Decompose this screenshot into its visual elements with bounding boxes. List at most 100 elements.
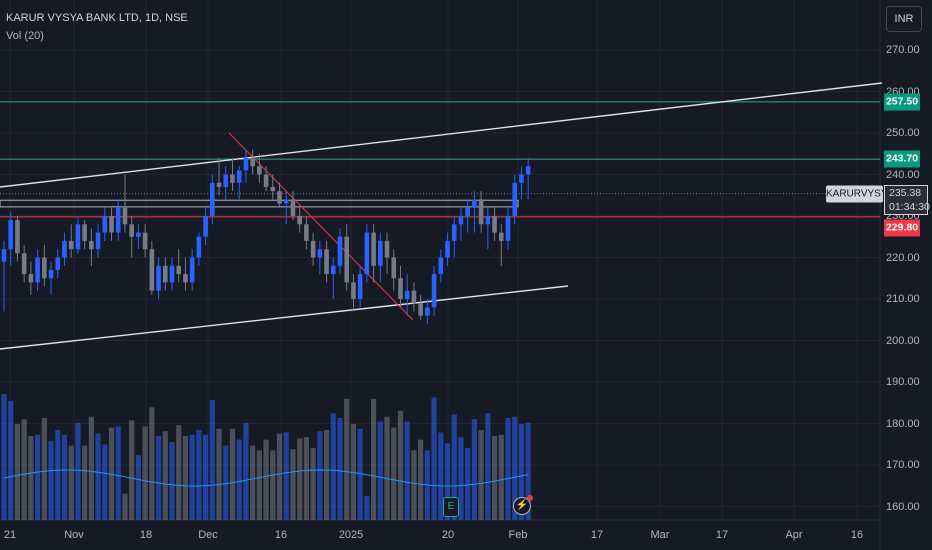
candle-body xyxy=(357,274,363,299)
x-tick-label: 16 xyxy=(274,529,288,541)
candle-body xyxy=(418,303,423,316)
candle-body xyxy=(263,174,269,187)
volume-bar xyxy=(102,444,108,520)
volume-bar xyxy=(250,445,256,520)
volume-bar xyxy=(55,430,61,520)
candle-body xyxy=(95,232,101,250)
volume-bars xyxy=(1,394,531,520)
volume-bar xyxy=(397,410,404,520)
candle-body xyxy=(451,224,457,241)
candle-body xyxy=(243,157,249,171)
y-tick-label: 270.00 xyxy=(886,44,920,56)
candle-body xyxy=(330,265,336,275)
volume-indicator-label[interactable]: Vol (20) xyxy=(6,30,44,42)
volume-bar xyxy=(28,436,34,520)
volume-bar xyxy=(35,434,41,520)
candle-body xyxy=(250,157,255,167)
candle-body xyxy=(176,265,182,275)
candle-body xyxy=(458,216,464,225)
candle-body xyxy=(142,232,148,250)
candle-body xyxy=(283,199,289,204)
candle-body xyxy=(371,232,376,266)
volume-bar xyxy=(129,420,135,520)
volume-bar xyxy=(48,440,54,520)
volume-bar xyxy=(8,401,14,520)
y-tick-label: 220.00 xyxy=(886,251,920,264)
x-tick-label: 20 xyxy=(441,529,455,541)
volume-bar xyxy=(155,436,162,520)
candle-body xyxy=(478,199,484,225)
zone-box xyxy=(0,199,519,208)
bar-countdown: 01:34:30 xyxy=(889,201,930,213)
volume-bar xyxy=(344,398,350,520)
candles xyxy=(1,149,531,324)
candle-body xyxy=(445,240,450,258)
candle-body xyxy=(196,236,202,258)
volume-bar xyxy=(384,416,390,520)
volume-bar xyxy=(61,434,68,520)
x-tick-label: Apr xyxy=(785,529,803,541)
volume-bar xyxy=(317,431,323,520)
candle-body xyxy=(230,174,235,183)
candle-body xyxy=(519,174,524,183)
earnings-icon[interactable]: E xyxy=(443,497,459,517)
volume-bar xyxy=(371,398,377,520)
x-tick-label: Mar xyxy=(650,529,670,541)
volume-bar xyxy=(478,430,484,520)
candle-body xyxy=(89,240,94,250)
current-price: 235.38 xyxy=(889,187,922,199)
volume-bar xyxy=(518,424,525,520)
volume-bar xyxy=(229,428,236,520)
current-price-box: 235.38 01:34:30 xyxy=(884,185,930,215)
flash-icon[interactable]: ⚡ xyxy=(513,495,533,515)
volume-bar xyxy=(458,437,464,520)
y-tick-label: 170.00 xyxy=(886,459,920,471)
volume-bar xyxy=(82,445,88,520)
candle-body xyxy=(216,182,222,187)
candle-body xyxy=(115,207,121,233)
candle-body xyxy=(102,216,108,233)
candle-body xyxy=(15,220,20,254)
candle-body xyxy=(492,216,497,233)
volume-bar xyxy=(236,439,242,520)
symbol-label: KARURVYSYA xyxy=(826,185,893,203)
x-tick-label: 17 xyxy=(590,529,604,541)
candle-body xyxy=(203,216,208,237)
currency-button[interactable]: INR xyxy=(886,6,922,32)
candle-body xyxy=(465,207,470,216)
volume-bar xyxy=(189,434,195,520)
volume-bar xyxy=(297,438,303,520)
volume-bar xyxy=(223,445,229,520)
candle-body xyxy=(324,249,329,275)
price-tag-resistance-mid: 243.70 xyxy=(884,150,920,168)
x-tick-label: 16 xyxy=(850,529,864,541)
candle-body xyxy=(290,199,296,216)
x-tick-label: 2025 xyxy=(338,529,364,541)
volume-bar xyxy=(404,421,410,520)
x-tick-label: Dec xyxy=(198,529,218,541)
y-tick-label: 190.00 xyxy=(886,376,920,388)
candle-body xyxy=(364,232,370,275)
candle-body xyxy=(310,240,316,258)
x-tick-label: Feb xyxy=(508,529,528,541)
volume-bar xyxy=(263,439,269,520)
candle-body xyxy=(337,236,343,266)
candle-body xyxy=(42,257,47,279)
volume-bar xyxy=(243,422,249,520)
volume-bar xyxy=(182,436,189,520)
volume-bar xyxy=(505,418,511,520)
down-trendline xyxy=(228,132,414,321)
candle-body xyxy=(109,216,114,233)
candle-body xyxy=(223,174,229,187)
candle-body xyxy=(21,253,27,275)
y-tick-label: 180.00 xyxy=(886,417,920,430)
candle-body xyxy=(1,249,7,262)
volume-bar xyxy=(444,443,451,520)
candle-body xyxy=(62,240,67,258)
candle-body xyxy=(485,216,491,225)
candle-body xyxy=(384,240,390,258)
candle-body xyxy=(472,199,477,208)
volume-bar xyxy=(203,434,209,520)
candle-body xyxy=(236,170,242,183)
